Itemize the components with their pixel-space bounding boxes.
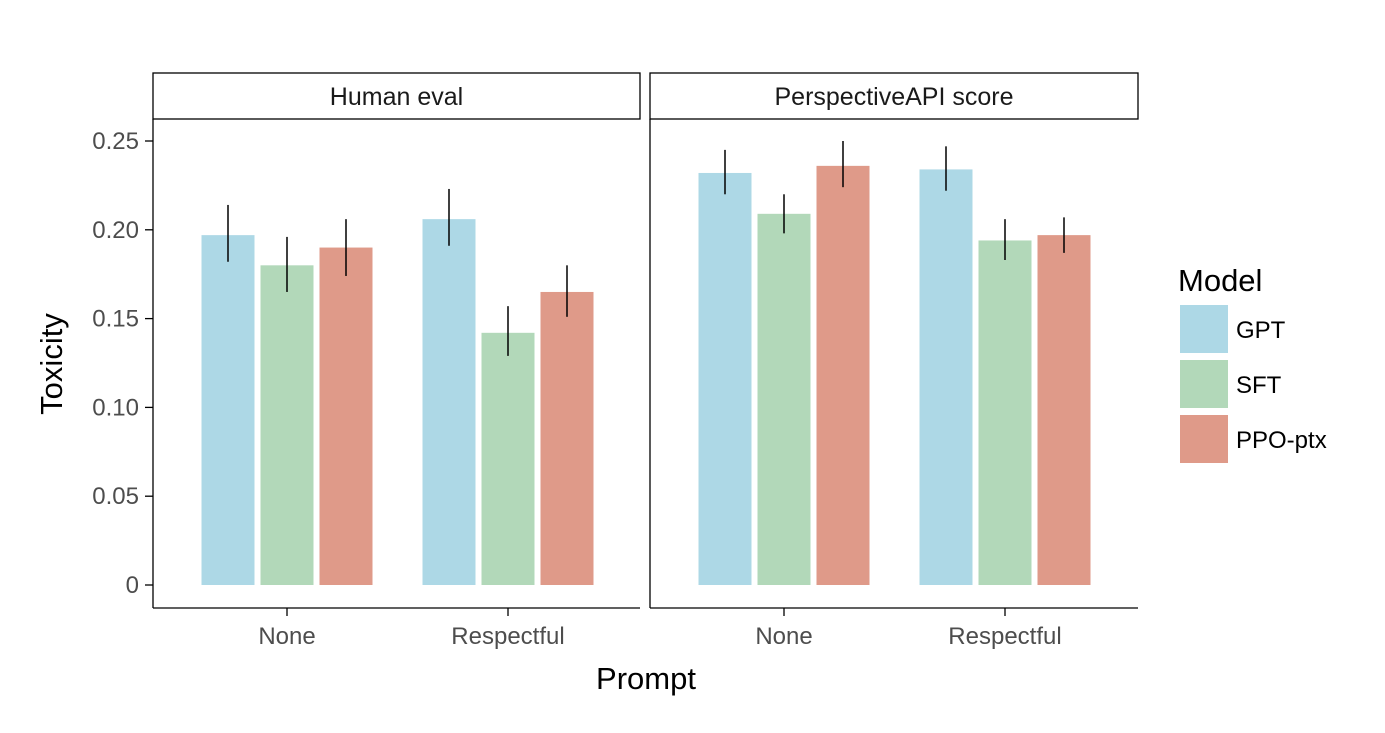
bar-ppo-ptx-respectful xyxy=(540,291,594,585)
legend: Model GPT SFT PPO-ptx xyxy=(1178,263,1327,463)
panel-1: PerspectiveAPI score None Respectful xyxy=(649,72,1139,650)
legend-label-gpt: GPT xyxy=(1236,317,1286,344)
x-tick-label: None xyxy=(258,623,315,650)
bar-sft-none xyxy=(260,265,314,585)
bar-gpt-none xyxy=(201,235,255,586)
bar-ppo-ptx-none xyxy=(816,165,870,585)
bar-ppo-ptx-respectful xyxy=(1037,235,1091,586)
y-tick-label: 0.15 xyxy=(92,306,139,333)
panel-strip xyxy=(152,72,641,120)
legend-key-sft xyxy=(1180,360,1228,408)
legend-title: Model xyxy=(1178,263,1262,298)
y-axis: 0 0.05 0.10 0.15 0.20 0.25 xyxy=(92,128,153,599)
bar-gpt-respectful xyxy=(919,169,973,585)
y-tick-label: 0.25 xyxy=(92,128,139,155)
legend-key-gpt xyxy=(1180,305,1228,353)
bar-gpt-none xyxy=(698,172,752,585)
panel-title: PerspectiveAPI score xyxy=(775,83,1014,111)
y-axis-title: Toxicity xyxy=(34,313,69,415)
y-tick-label: 0.10 xyxy=(92,394,139,421)
bar-ppo-ptx-none xyxy=(319,247,373,585)
legend-label-ppo-ptx: PPO-ptx xyxy=(1236,427,1327,454)
bar-sft-none xyxy=(757,213,811,586)
x-tick-label: Respectful xyxy=(451,623,564,650)
y-tick-label: 0.05 xyxy=(92,483,139,510)
y-tick-label: 0 xyxy=(126,572,139,599)
x-tick-label: None xyxy=(755,623,812,650)
x-tick-label: Respectful xyxy=(948,623,1061,650)
bar-sft-respectful xyxy=(978,240,1032,585)
y-tick-label: 0.20 xyxy=(92,217,139,244)
x-axis-title: Prompt xyxy=(596,661,696,696)
legend-label-sft: SFT xyxy=(1236,372,1282,399)
legend-key-ppo-ptx xyxy=(1180,415,1228,463)
panel-title: Human eval xyxy=(330,83,463,111)
bar-gpt-respectful xyxy=(422,219,476,586)
bar-sft-respectful xyxy=(481,332,535,585)
panel-strip xyxy=(649,72,1139,120)
panel-0: Human eval None Respectful xyxy=(152,72,641,650)
